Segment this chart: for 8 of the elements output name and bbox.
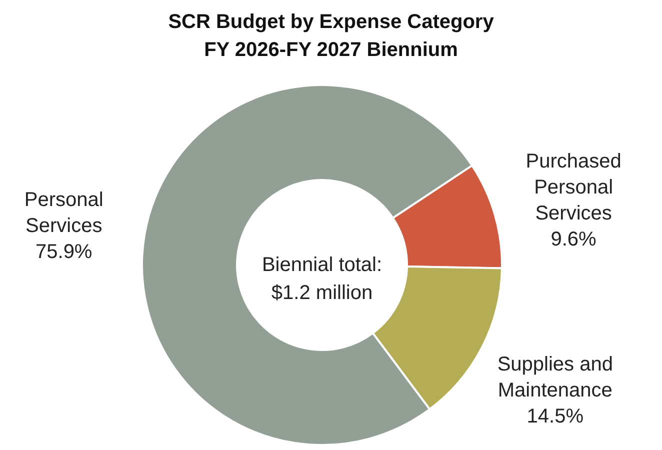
slice-label: Personal Services [24, 189, 104, 238]
data-label: 9.6% [550, 228, 597, 251]
slice-label: Purchased Personal Services [526, 150, 622, 225]
chart-title: SCR Budget by Expense Category FY 2026-FY 2027 Biennium [168, 11, 495, 61]
text: Biennial total: $1.2 million [262, 254, 382, 304]
data-label: 14.5% [526, 406, 584, 428]
slice-label: Supplies and Maintenance [497, 354, 613, 402]
data-label: 75.9% [36, 241, 92, 264]
